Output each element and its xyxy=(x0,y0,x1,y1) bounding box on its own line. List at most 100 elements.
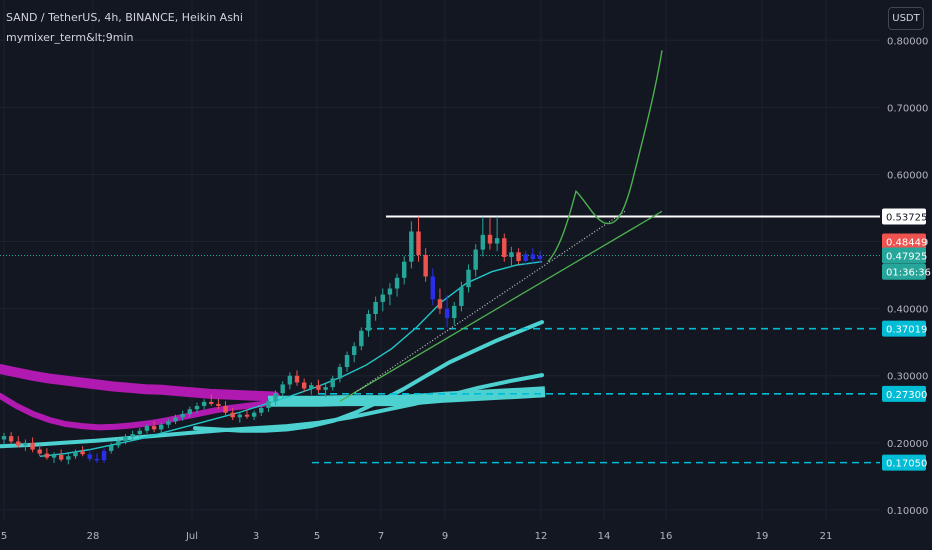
candle-body xyxy=(380,294,385,302)
candle xyxy=(130,430,135,441)
candle-body xyxy=(273,393,278,402)
candle-body xyxy=(73,451,78,457)
x-axis-tick-label: 21 xyxy=(820,531,833,542)
candle xyxy=(444,295,450,328)
candle xyxy=(209,394,214,406)
candle-body xyxy=(437,299,443,309)
price-tag-last: 0.47925 xyxy=(882,247,927,264)
candle-body xyxy=(509,252,514,257)
candle xyxy=(51,452,57,463)
price-tag-level-3: 0.17050 xyxy=(882,454,927,471)
candle xyxy=(409,221,414,269)
candle xyxy=(73,449,78,459)
candle-body xyxy=(430,276,436,300)
indicator-label[interactable]: mymixer_term&lt;9min xyxy=(6,31,134,44)
candle-body xyxy=(366,314,371,331)
x-axis-tick-label: Jul xyxy=(185,531,198,542)
y-axis-tick-label: 0.80000 xyxy=(887,36,928,47)
price-tag-high-box xyxy=(882,233,926,250)
candle xyxy=(30,437,35,453)
candle-body xyxy=(201,401,207,406)
candle xyxy=(416,216,421,262)
candle-body xyxy=(159,424,164,430)
candle-body xyxy=(494,238,500,244)
price-tag-countdown-text: 01:36:36 xyxy=(886,268,931,279)
x-axis-tick-label: 16 xyxy=(660,531,673,542)
ma-magenta xyxy=(0,392,283,431)
candle xyxy=(387,283,393,306)
candle xyxy=(173,414,178,425)
ma-cyan-fast xyxy=(39,261,543,457)
candle-body xyxy=(66,456,71,460)
candle xyxy=(230,407,235,421)
candle xyxy=(380,288,385,312)
candle xyxy=(480,216,486,257)
candle-body xyxy=(144,426,150,431)
x-axis-tick-label: 9 xyxy=(442,531,448,542)
candle-body xyxy=(394,277,400,289)
candle xyxy=(166,418,171,429)
candle xyxy=(237,411,243,423)
candle-body xyxy=(166,421,171,425)
candle-body xyxy=(301,382,307,389)
candle xyxy=(23,439,28,451)
candle-body xyxy=(401,261,407,278)
candle xyxy=(108,442,114,454)
candle xyxy=(294,370,300,386)
candle-body xyxy=(151,426,157,430)
candle xyxy=(494,216,500,251)
candle-body xyxy=(137,430,143,435)
y-axis-tick-label: 0.30000 xyxy=(887,372,928,383)
price-tag-level-1-box xyxy=(882,320,926,337)
candle xyxy=(466,264,471,293)
candle-body xyxy=(516,252,521,262)
candle xyxy=(137,428,143,438)
candle-body xyxy=(444,308,450,319)
y-axis-tick-label: 0.20000 xyxy=(887,439,928,450)
candle-body xyxy=(8,436,14,442)
candle xyxy=(437,288,443,315)
price-tag-countdown-box xyxy=(882,263,926,280)
candle-body xyxy=(416,231,421,255)
candle xyxy=(330,375,335,391)
candle xyxy=(80,446,85,457)
candle-body xyxy=(16,441,21,446)
candle xyxy=(473,244,478,277)
candle-body xyxy=(230,412,235,418)
candle-body xyxy=(37,449,42,454)
candle-body xyxy=(251,412,257,417)
candle-body xyxy=(173,417,178,422)
ma-wide-magenta xyxy=(0,364,280,402)
price-tag-last-text: 0.47925 xyxy=(886,251,927,262)
candle-body xyxy=(452,305,457,319)
candle xyxy=(394,273,400,297)
chart-title: SAND / TetherUS, 4h, BINANCE, Heikin Ash… xyxy=(6,11,243,24)
candle-body xyxy=(537,255,543,259)
candle-body xyxy=(1,436,7,440)
candle-body xyxy=(330,378,335,388)
candle xyxy=(58,449,64,462)
candle xyxy=(537,250,543,264)
candle xyxy=(8,432,14,444)
candle-body xyxy=(373,301,378,315)
candle-body xyxy=(123,436,128,441)
candle xyxy=(301,378,307,392)
candle-body xyxy=(108,445,114,451)
trendline-dotted xyxy=(354,210,626,394)
candle xyxy=(523,250,528,266)
candle xyxy=(359,327,364,351)
price-tag-high-text: 0.48449 xyxy=(886,238,927,249)
price-tag-resistance-text: 0.53725 xyxy=(886,213,927,224)
candle-body xyxy=(216,403,221,406)
currency-button[interactable]: USDT xyxy=(888,7,924,30)
candle xyxy=(194,402,200,414)
price-tag-level-1: 0.37019 xyxy=(882,320,927,337)
candle xyxy=(1,432,7,445)
candle xyxy=(316,379,321,394)
price-tag-resistance-box xyxy=(882,208,926,225)
x-axis-tick-label: 5 xyxy=(1,531,7,542)
candle xyxy=(116,438,121,449)
candle-body xyxy=(530,254,536,259)
